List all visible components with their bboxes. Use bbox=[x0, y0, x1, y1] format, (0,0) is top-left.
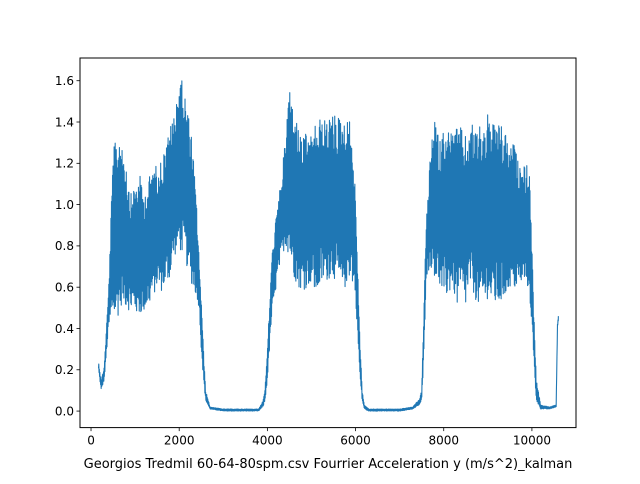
y-tick-label: 1.0 bbox=[55, 198, 74, 212]
x-axis-ticks: 0 2000 4000 6000 8000 10000 bbox=[87, 427, 551, 448]
y-axis-ticks: 0.0 0.2 0.4 0.6 0.8 1.0 1.2 1.4 1.6 bbox=[55, 74, 80, 418]
y-tick-label: 0.4 bbox=[55, 322, 74, 336]
series-line-0 bbox=[97, 80, 559, 412]
y-tick-label: 0.6 bbox=[55, 280, 74, 294]
y-tick-label: 1.2 bbox=[55, 157, 74, 171]
x-tick-label: 6000 bbox=[340, 434, 371, 448]
axes-frame bbox=[79, 57, 577, 429]
x-tick-label: 4000 bbox=[252, 434, 283, 448]
y-tick-label: 0.0 bbox=[55, 404, 74, 418]
y-tick-label: 0.2 bbox=[55, 363, 74, 377]
x-tick-label: 2000 bbox=[164, 434, 195, 448]
plot-layer bbox=[97, 80, 559, 412]
x-tick-label: 8000 bbox=[428, 434, 459, 448]
y-tick-label: 1.4 bbox=[55, 115, 74, 129]
y-tick-label: 1.6 bbox=[55, 74, 74, 88]
y-tick-label: 0.8 bbox=[55, 239, 74, 253]
x-tick-label: 10000 bbox=[513, 434, 551, 448]
x-tick-label: 0 bbox=[87, 434, 95, 448]
x-axis-label: Georgios Tredmil 60-64-80spm.csv Fourrie… bbox=[84, 457, 573, 472]
